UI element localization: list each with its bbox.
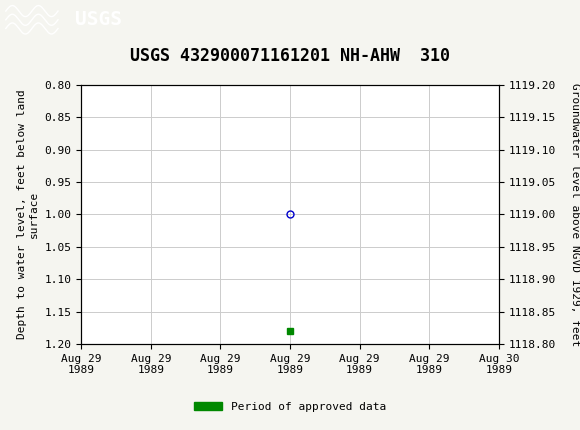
Y-axis label: Depth to water level, feet below land
surface: Depth to water level, feet below land su… <box>17 89 39 339</box>
Text: USGS: USGS <box>75 10 122 29</box>
Y-axis label: Groundwater level above NGVD 1929, feet: Groundwater level above NGVD 1929, feet <box>570 83 579 346</box>
Legend: Period of approved data: Period of approved data <box>190 397 390 416</box>
Text: USGS 432900071161201 NH-AHW  310: USGS 432900071161201 NH-AHW 310 <box>130 47 450 65</box>
